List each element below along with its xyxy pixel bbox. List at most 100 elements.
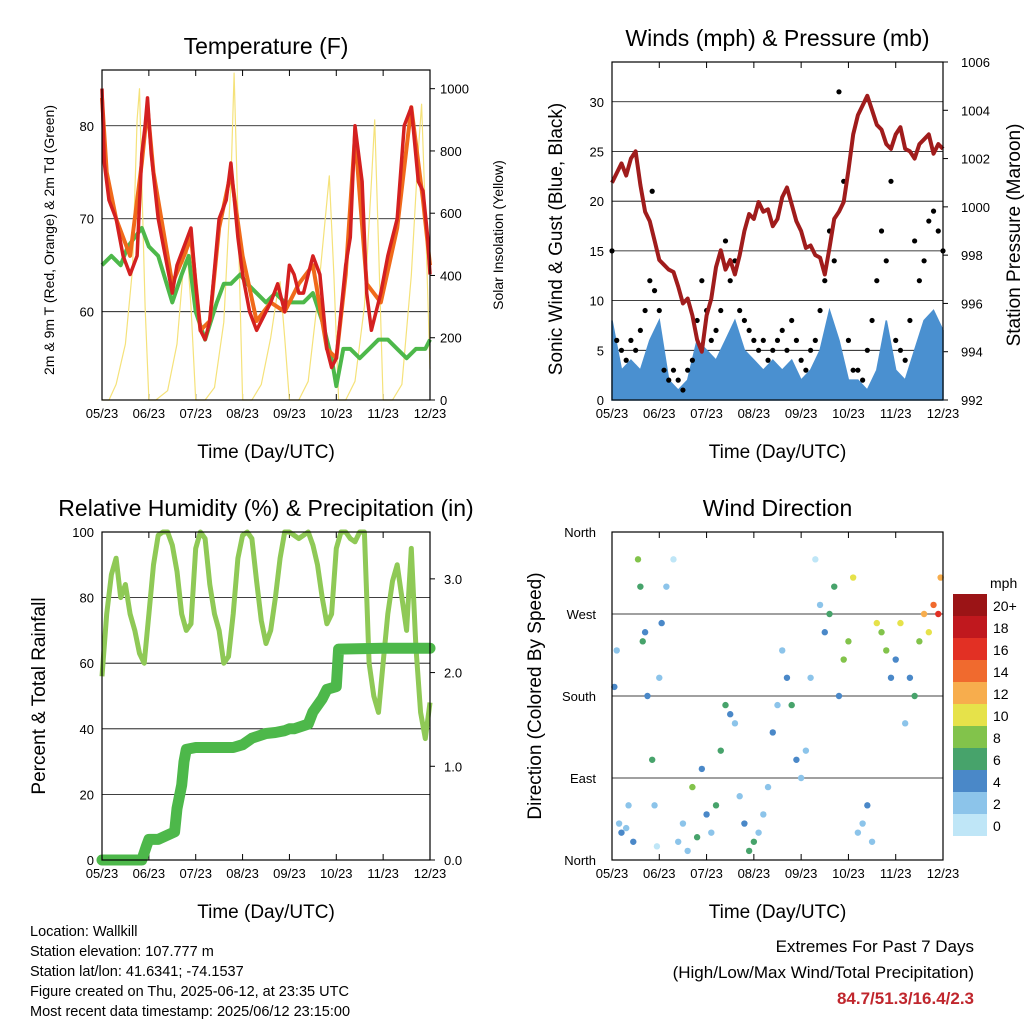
panel-title: Temperature (F) xyxy=(184,33,349,59)
gust-point xyxy=(874,278,880,284)
gust-point xyxy=(751,337,757,343)
y-tick-label: 15 xyxy=(590,244,604,259)
direction-point xyxy=(622,824,630,832)
y-tick-label: West xyxy=(567,607,597,622)
y-tick-label: 10 xyxy=(590,294,604,309)
y-right-tick-label: 994 xyxy=(961,345,983,360)
gust-point xyxy=(675,377,681,383)
gust-point xyxy=(812,337,818,343)
x-tick-label: 09/23 xyxy=(785,406,818,421)
y-tick-label: 20 xyxy=(590,194,604,209)
direction-point xyxy=(873,619,880,627)
direction-point xyxy=(613,647,620,654)
colorbar-swatch xyxy=(953,682,987,704)
direction-point xyxy=(793,756,800,763)
colorbar-swatch xyxy=(953,792,987,814)
gust-point xyxy=(803,367,809,373)
gust-point xyxy=(935,228,941,234)
y-axis-label: Sonic Wind & Gust (Blue, Black) xyxy=(546,103,567,375)
gust-point xyxy=(855,367,861,373)
direction-point xyxy=(812,556,819,563)
direction-point xyxy=(731,720,739,727)
direction-point xyxy=(878,629,885,636)
colorbar-label: 12 xyxy=(993,686,1009,702)
y-right-tick-label: 400 xyxy=(440,268,462,283)
direction-point xyxy=(901,720,909,727)
x-tick-label: 05/23 xyxy=(86,866,119,881)
gust-point xyxy=(649,188,655,194)
gust-point xyxy=(845,337,852,343)
x-tick-label: 08/23 xyxy=(738,866,771,881)
direction-point xyxy=(663,583,670,590)
colorbar-label: 8 xyxy=(993,730,1001,746)
x-axis-label: Time (Day/UTC) xyxy=(709,902,847,923)
y-tick-label: North xyxy=(564,853,596,868)
direction-point xyxy=(930,601,937,609)
direction-point xyxy=(845,638,852,645)
colorbar-label: 16 xyxy=(993,642,1009,658)
plot-frame xyxy=(101,69,431,401)
colorbar-label: 4 xyxy=(993,774,1001,790)
y-tick-label: 80 xyxy=(80,591,94,606)
colorbar-swatch xyxy=(953,638,987,660)
gust-point xyxy=(651,288,658,294)
y-right-tick-label: 1002 xyxy=(961,152,990,167)
gust-point xyxy=(808,347,814,353)
y-axis-label: 2m & 9m T (Red, Orange) & 2m Td (Green) xyxy=(41,105,57,375)
y-tick-label: 100 xyxy=(72,525,94,540)
x-tick-label: 09/23 xyxy=(785,866,818,881)
direction-point xyxy=(807,674,814,681)
direction-point xyxy=(618,829,625,836)
extremes-title: Extremes For Past 7 Days xyxy=(775,937,974,956)
gust-point xyxy=(930,208,937,214)
direction-point xyxy=(911,692,918,700)
gust-point xyxy=(623,357,629,363)
direction-point xyxy=(684,847,691,855)
direction-point xyxy=(625,802,632,809)
gust-point xyxy=(727,278,733,284)
gust-point xyxy=(926,218,932,224)
gust-point xyxy=(860,377,866,383)
gust-point xyxy=(737,307,743,314)
direction-point xyxy=(774,701,781,709)
x-tick-label: 05/23 xyxy=(86,406,119,421)
direction-point xyxy=(741,820,748,827)
y-tick-label: North xyxy=(564,525,596,540)
x-tick-label: 07/23 xyxy=(690,866,723,881)
colorbar-label: 14 xyxy=(993,664,1009,680)
series-2m-td xyxy=(100,226,432,389)
elevation-text: Station elevation: 107.777 m xyxy=(30,944,214,960)
gust-point xyxy=(746,327,752,334)
direction-point xyxy=(840,656,847,663)
direction-point xyxy=(675,838,682,845)
colorbar-swatch xyxy=(953,660,987,682)
gust-point xyxy=(670,367,677,373)
direction-point xyxy=(644,692,651,700)
direction-point xyxy=(769,729,776,736)
y-axis-label: Direction (Colored By Speed) xyxy=(525,572,546,819)
y-right-tick-label: 0 xyxy=(440,393,447,408)
y-right-tick-label: 200 xyxy=(440,331,462,346)
gust-point xyxy=(789,317,795,324)
gust-point xyxy=(618,347,625,353)
direction-point xyxy=(745,847,753,855)
y-tick-label: 20 xyxy=(80,787,94,802)
colorbar-label: 10 xyxy=(993,708,1009,724)
gust-point xyxy=(628,337,634,343)
y-right-tick-label: 1000 xyxy=(440,82,469,97)
extremes-values: 84.7/51.3/16.4/2.3 xyxy=(836,989,974,1008)
direction-point xyxy=(656,674,663,681)
direction-point xyxy=(641,629,649,636)
y-right-tick-label: 2.0 xyxy=(444,666,462,681)
direction-point xyxy=(849,574,857,581)
gust-point xyxy=(755,347,762,353)
gust-point xyxy=(888,178,894,184)
direction-point xyxy=(854,829,862,836)
direction-point xyxy=(779,647,786,654)
y-right-tick-label: 998 xyxy=(961,248,983,263)
panel-title: Relative Humidity (%) & Precipitation (i… xyxy=(58,495,473,521)
x-tick-label: 11/23 xyxy=(880,406,912,421)
direction-point xyxy=(703,811,710,818)
plot-frame xyxy=(101,531,431,861)
